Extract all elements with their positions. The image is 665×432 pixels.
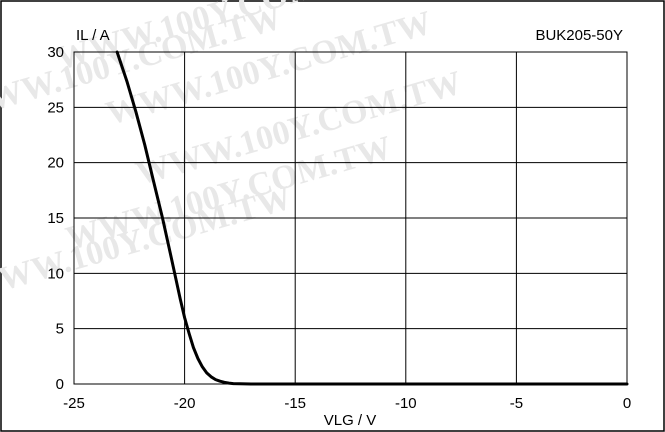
- y-axis-label: IL / A: [76, 27, 110, 44]
- x-tick-label: -10: [395, 395, 417, 412]
- x-tick-label: -5: [510, 395, 523, 412]
- series-line: [115, 50, 629, 386]
- x-axis-label: VLG / V: [324, 412, 377, 429]
- x-tick-label: -15: [284, 395, 306, 412]
- y-tick-label: 15: [47, 210, 64, 227]
- y-tick-label: 5: [56, 321, 64, 338]
- y-tick-label: 25: [47, 99, 64, 116]
- series-layer: [115, 50, 629, 386]
- y-tick-label: 0: [56, 376, 64, 393]
- y-tick-label: 20: [47, 155, 64, 172]
- x-tick-label: 0: [623, 395, 631, 412]
- y-tick-label: 30: [47, 44, 64, 61]
- x-tick-labels: -25 -20 -15 -10 -5 0: [63, 395, 631, 412]
- chart-id-label: BUK205-50Y: [535, 27, 623, 44]
- x-tick-label: -20: [174, 395, 196, 412]
- y-tick-label: 10: [47, 265, 64, 282]
- grid: [74, 52, 627, 384]
- y-tick-labels: 0 5 10 15 20 25 30: [47, 44, 64, 393]
- x-tick-label: -25: [63, 395, 85, 412]
